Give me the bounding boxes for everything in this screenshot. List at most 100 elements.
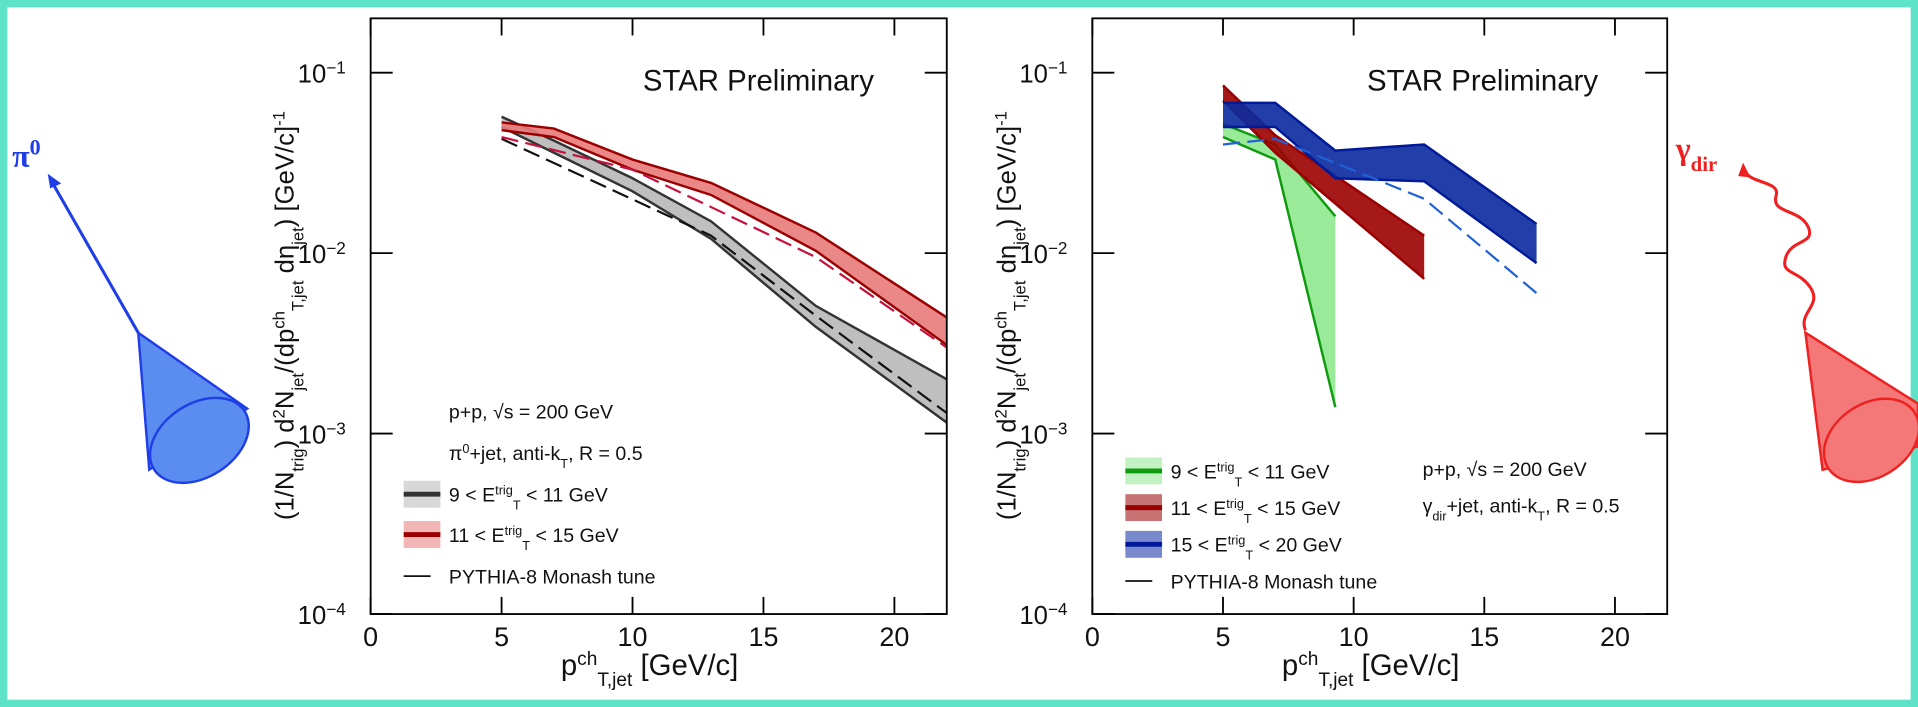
info-text: p+p, √s = 200 GeV [1423, 459, 1587, 481]
model-curve [1222, 137, 1538, 295]
text-part: T [1537, 508, 1545, 523]
plot-frame [1091, 17, 1669, 615]
band-upper [1222, 101, 1538, 226]
text-part: 9 < E [1171, 461, 1217, 483]
x-axis-label: pchT,jet [GeV/c] [1282, 649, 1459, 691]
text-part: ) d [272, 418, 300, 448]
tick-base: 10 [1019, 241, 1048, 269]
text-part: T [1244, 510, 1252, 525]
info-text: p+p, √s = 200 GeV [449, 401, 613, 423]
tick-exponent: −4 [326, 599, 346, 618]
chart-title: STAR Preliminary [643, 65, 874, 98]
band-fill [501, 116, 947, 423]
tick-base: 10 [1019, 602, 1048, 630]
text-part: trig [1228, 532, 1246, 547]
symbol: γ [1675, 131, 1691, 166]
text-part: T [522, 537, 530, 552]
text-part: 9 < E [449, 485, 495, 507]
text-part: jet [1010, 373, 1029, 392]
gamma-cone [1738, 162, 1918, 484]
text-part: ) d [993, 418, 1021, 448]
text-part: jet [1010, 227, 1029, 246]
text-part: jet [288, 373, 307, 392]
text-part: 11 < E [1171, 498, 1227, 520]
text-part: T [1245, 547, 1253, 562]
text-part: p [1282, 649, 1298, 682]
band-fill [1222, 102, 1537, 264]
text-part: T [560, 455, 568, 470]
text-part: T [1235, 474, 1243, 489]
text-part: (1/N [993, 472, 1021, 520]
x-tick-label: 20 [879, 622, 909, 652]
text-part: T,jet [1318, 670, 1354, 691]
text-part: p+p, √s = 200 GeV [449, 401, 613, 423]
text-part: < 11 GeV [1242, 461, 1329, 483]
text-part: π [449, 443, 463, 465]
legend-label: 11 < EtrigT < 15 GeV [449, 522, 619, 552]
subscript: dir [1691, 153, 1718, 176]
text-part: trig [495, 482, 513, 497]
text-part: 2 [269, 409, 288, 418]
text-part: 0 [462, 440, 469, 455]
text-part: , R = 0.5 [1545, 496, 1620, 518]
tick-base: 10 [298, 241, 327, 269]
x-tick-label: 10 [618, 622, 648, 652]
info-text: γdir+jet, anti-kT, R = 0.5 [1423, 496, 1620, 524]
model-curve [501, 137, 947, 414]
x-tick-label: 20 [1600, 622, 1630, 652]
text-part: trig [505, 522, 523, 537]
text-part: , R = 0.5 [568, 443, 643, 465]
band-fill [1222, 123, 1336, 408]
tick-base: 10 [298, 421, 327, 449]
tick-base: 10 [298, 60, 327, 88]
tick-exponent: −2 [1048, 238, 1068, 257]
text-part: dη [272, 245, 300, 281]
plot-area [501, 115, 947, 424]
band-lower [501, 128, 947, 346]
pi0-label: π0 [12, 134, 40, 174]
text-part: ch [991, 311, 1010, 329]
symbol: π [12, 138, 30, 173]
y-axis-label: (1/Ntrig) d2Njet/(dpchT,jet dηjet) [GeV/… [991, 111, 1029, 520]
band-lower [501, 125, 947, 424]
y-tick-label: 10−1 [1019, 58, 1067, 89]
text-part: /(dp [993, 329, 1021, 373]
text-part: ch [269, 311, 288, 329]
band-lower [1222, 125, 1538, 265]
text-part: [GeV/c] [1353, 649, 1459, 682]
text-part: (1/N [272, 472, 300, 520]
text-part: 2 [991, 409, 1010, 418]
text-part: trig [1010, 448, 1029, 471]
x-tick-label: 5 [494, 622, 509, 652]
x-axis-label: pchT,jet [GeV/c] [561, 649, 738, 691]
text-part: jet [288, 227, 307, 246]
info-text: π0+jet, anti-kT, R = 0.5 [449, 440, 643, 470]
tick-base: 10 [1019, 60, 1048, 88]
superscript: 0 [30, 134, 41, 159]
legend-label: 15 < EtrigT < 20 GeV [1171, 532, 1342, 562]
tick-exponent: −1 [326, 58, 346, 77]
legend-model-label: PYTHIA-8 Monash tune [449, 566, 656, 588]
text-part: ) [GeV/c] [993, 126, 1021, 227]
text-part: ch [577, 649, 597, 670]
text-part: < 11 GeV [521, 485, 608, 507]
x-tick-label: 15 [748, 622, 778, 652]
tick-exponent: −3 [1048, 419, 1068, 438]
text-part: ) [GeV/c] [272, 126, 300, 227]
text-part: < 15 GeV [1252, 498, 1341, 520]
x-tick-label: 10 [1339, 622, 1369, 652]
text-part: -1 [991, 111, 1010, 126]
text-part: ch [1298, 649, 1318, 670]
y-tick-label: 10−4 [1019, 599, 1068, 630]
band-upper [501, 121, 947, 319]
y-tick-label: 10−3 [298, 419, 346, 450]
plot-area [1222, 84, 1538, 408]
text-part: [GeV/c] [632, 649, 738, 682]
text-part: T,jet [1010, 280, 1029, 311]
gamma-label: γdir [1675, 131, 1717, 176]
text-part: < 20 GeV [1253, 535, 1342, 557]
chart-title: STAR Preliminary [1367, 65, 1598, 98]
text-part: γ [1423, 496, 1433, 518]
